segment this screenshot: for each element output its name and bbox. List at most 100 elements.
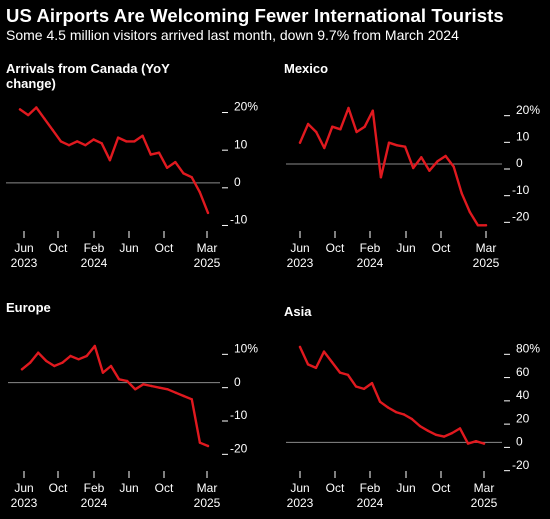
data-point [141,134,144,137]
x-tick-label: Jun 2023 [287,481,314,510]
x-tick-label: Oct [155,481,174,495]
x-tick-label: Oct [326,241,345,255]
page-subtitle: Some 4.5 million visitors arrived last m… [6,27,459,43]
series-line [18,106,210,215]
data-point [484,224,488,227]
y-tick-label: 60 [516,365,530,379]
data-point [306,122,310,126]
data-point [338,371,342,374]
data-point [482,442,486,445]
data-point [190,398,193,401]
x-tick-label: Jun [396,241,415,255]
data-point [133,140,136,143]
data-point [444,154,447,158]
data-point [69,354,72,358]
data-point [331,125,334,128]
data-point [314,366,318,370]
y-tick-label: 0 [234,375,241,389]
data-point [150,384,153,388]
x-tick-label: Feb 2024 [357,481,384,510]
x-tick-label: Oct [432,241,451,255]
data-point [198,191,201,194]
series-line [298,345,486,445]
data-point [43,117,46,121]
data-point [412,166,415,170]
data-point [125,140,128,143]
data-point [474,440,478,443]
y-tick-label: -20 [512,458,530,472]
x-tick-label: Oct [432,481,451,495]
data-point [76,140,79,143]
data-point [206,444,210,448]
data-point [347,106,350,110]
page-title: US Airports Are Welcoming Fewer Internat… [6,5,504,26]
data-point [174,160,177,164]
y-tick-label: 0 [234,175,241,189]
y-tick-label: 20% [234,100,258,114]
panel-title: Mexico [284,61,328,76]
data-point [362,387,366,391]
data-point [452,165,455,168]
data-point [298,141,302,144]
data-point [379,176,383,179]
data-point [402,413,406,416]
y-tick-label: 40 [516,388,530,402]
data-point [117,378,121,381]
y-tick-label: 10 [234,137,248,151]
x-tick-label: Feb 2024 [357,241,384,270]
data-point [322,350,326,353]
data-point [125,379,129,383]
data-point [166,388,169,391]
data-point [20,368,24,371]
data-point [53,364,56,368]
x-tick-label: Feb 2024 [81,481,108,510]
data-point [77,358,80,361]
data-point [466,442,470,445]
x-tick-label: Jun [119,241,138,255]
x-tick-label: Mar 2025 [473,241,500,270]
data-point [426,429,430,432]
data-point [442,435,446,438]
panel-title: Europe [6,300,51,315]
data-point [182,394,185,398]
y-tick-label: -10 [230,213,248,227]
data-point [109,364,113,368]
data-point [460,192,463,195]
y-tick-label: 0 [516,435,523,449]
data-point [198,441,202,444]
data-point [45,359,48,363]
data-point [157,151,161,154]
data-point [428,169,431,172]
data-point [386,406,390,409]
y-tick-label: -10 [512,183,530,197]
data-point [395,144,399,147]
data-point [468,210,471,214]
data-point [323,146,326,150]
data-point [315,130,318,134]
y-tick-label: 80% [516,341,540,355]
data-point [174,391,177,394]
x-tick-label: Oct [326,481,345,495]
data-point [387,141,391,144]
data-point [35,106,38,109]
x-tick-label: Oct [155,241,174,255]
data-point [306,363,310,366]
y-tick-label: 20 [516,411,530,425]
x-tick-label: Feb 2024 [81,241,108,270]
data-point [206,211,210,215]
data-point [370,381,374,385]
data-point [346,373,350,377]
x-tick-label: Jun 2023 [287,241,314,270]
x-tick-label: Oct [49,481,68,495]
x-tick-label: Jun 2023 [11,481,38,510]
data-point [93,344,97,348]
series-line [20,344,210,448]
data-point [92,138,95,141]
data-point [27,113,30,117]
y-tick-label: 20% [516,103,540,117]
data-point [158,386,161,389]
data-point [190,176,193,179]
data-point [378,400,382,403]
x-tick-label: Mar 2025 [471,481,498,510]
